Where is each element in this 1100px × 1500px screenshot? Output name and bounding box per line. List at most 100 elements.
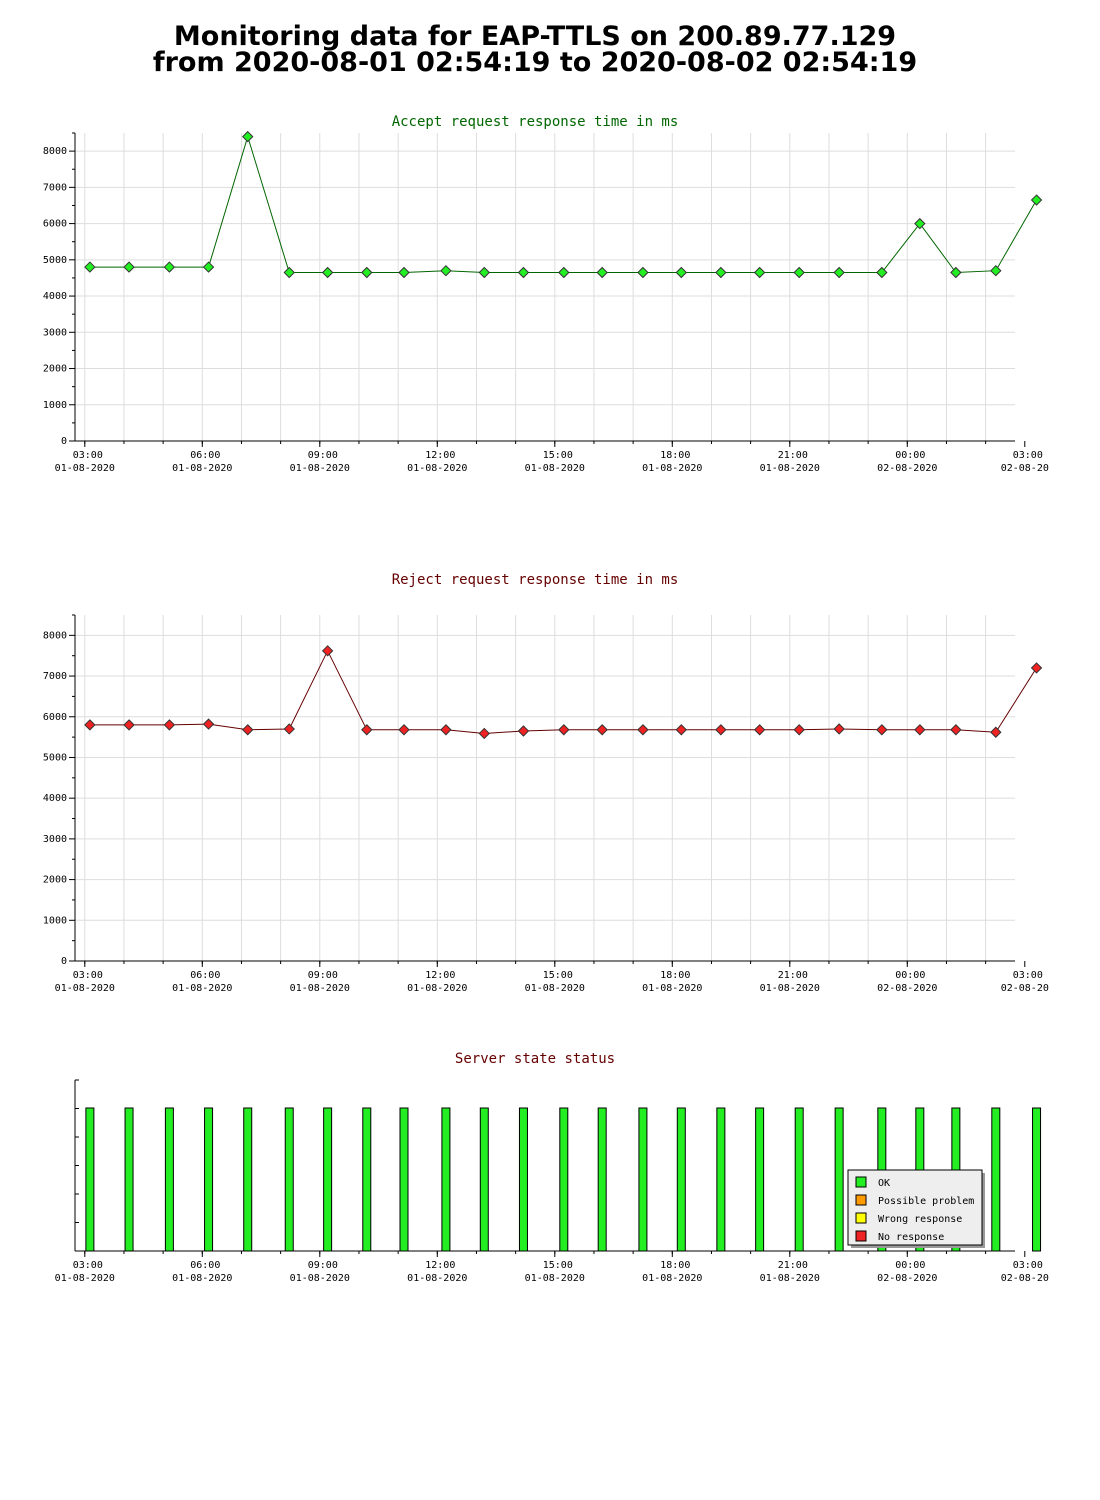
data-point [596,266,608,279]
y-tick-label: 8000 [43,630,67,641]
x-tick-label-date: 02-08-2020 [877,1273,937,1284]
x-tick-label-date: 01-08-2020 [290,463,350,474]
data-point [833,266,845,279]
x-tick-label-date: 01-08-2020 [642,463,702,474]
x-tick-label-date: 01-08-2020 [55,463,115,474]
data-point [84,719,96,731]
legend-swatch [855,1194,867,1206]
y-tick-label: 7000 [43,671,67,682]
x-tick-label-time: 15:00 [543,970,573,981]
x-tick-label-date: 01-08-2020 [407,983,467,994]
status-bar [755,1107,765,1252]
x-tick-label-date: 01-08-2020 [290,1273,350,1284]
data-point [914,724,926,736]
x-tick-label-date: 02-08-2020 [877,463,937,474]
legend-label: Possible problem [878,1196,974,1207]
y-tick-label: 5000 [43,752,67,763]
x-tick-label-date: 01-08-2020 [55,983,115,994]
legend-label: Wrong response [878,1214,962,1225]
status-bar [323,1107,333,1252]
x-tick-label-date: 02-08-20 [1001,1273,1049,1284]
data-point [242,130,254,143]
x-tick-label-time: 03:00 [73,450,103,461]
data-point [478,727,490,740]
data-point [163,261,176,273]
data-point [637,724,649,736]
data-point [753,724,766,736]
y-tick-label: 5000 [43,255,67,266]
page-title: Monitoring data for EAP-TTLS on 200.89.7… [0,21,1070,76]
x-tick-label-date: 02-08-20 [1001,463,1049,474]
x-tick-label-time: 09:00 [308,450,338,461]
x-tick-label-date: 01-08-2020 [525,463,585,474]
legend-swatch [855,1176,867,1188]
data-point [84,261,96,273]
x-tick-label-date: 02-08-2020 [877,983,937,994]
x-tick-label-time: 03:00 [1013,970,1043,981]
data-point [202,261,215,273]
data-point [321,645,334,657]
x-tick-label-date: 01-08-2020 [172,463,232,474]
x-tick-label-date: 01-08-2020 [760,983,820,994]
x-tick-label-time: 09:00 [308,1260,338,1271]
data-point [637,266,649,279]
data-point [283,266,295,279]
page-title-line-1: Monitoring data for EAP-TTLS on 200.89.7… [173,21,897,52]
x-tick-label-date: 01-08-2020 [760,1273,820,1284]
y-tick-label: 2000 [43,364,67,375]
x-tick-label-time: 18:00 [660,450,690,461]
data-point [990,264,1002,277]
status-bar [834,1107,844,1252]
x-tick-label-time: 06:00 [190,970,220,981]
server-state-status-chart: Server state status 03:00 01-08-2020 06:00 0… [55,1051,1049,1284]
status-bar [638,1107,648,1252]
x-tick-label-date: 01-08-2020 [172,1273,232,1284]
data-point [558,724,570,736]
chart-title: Accept request response time in ms [392,114,679,130]
x-tick-label-time: 21:00 [778,970,808,981]
legend-swatch [855,1230,867,1242]
data-point [950,266,962,279]
y-tick-label: 0 [61,956,67,967]
x-tick-label-time: 03:00 [73,970,103,981]
y-tick-label: 8000 [43,146,67,157]
y-tick-label: 2000 [43,875,67,886]
series-line [89,134,1037,274]
data-point [202,718,215,730]
status-bar [1032,1107,1042,1252]
status-bar [399,1107,409,1252]
data-point [753,266,766,279]
legend-box [847,1169,983,1246]
data-point [675,266,688,279]
status-bar [597,1107,607,1252]
y-tick-label: 7000 [43,182,67,193]
status-bar [716,1107,726,1252]
data-point [950,724,962,736]
data-point [715,724,727,736]
chart-title: Server state status [455,1051,615,1067]
x-tick-label-date: 01-08-2020 [172,983,232,994]
status-bar [284,1107,294,1252]
reject-response-time-chart: Reject request response time in ms 03:00 0… [43,572,1049,994]
x-tick-label-time: 12:00 [425,1260,455,1271]
y-tick-label: 6000 [43,219,67,230]
data-point [242,724,254,736]
status-bar [991,1107,1001,1252]
x-tick-label-time: 03:00 [73,1260,103,1271]
x-tick-label-time: 00:00 [895,450,925,461]
x-tick-label-date: 01-08-2020 [642,983,702,994]
x-tick-label-date: 01-08-2020 [525,1273,585,1284]
x-tick-label-time: 06:00 [190,450,220,461]
x-tick-label-date: 02-08-20 [1001,983,1049,994]
y-tick-label: 0 [61,436,67,447]
x-tick-label-time: 12:00 [425,450,455,461]
x-tick-label-time: 03:00 [1013,450,1043,461]
legend-label: OK [878,1178,890,1189]
x-tick-label-time: 00:00 [895,970,925,981]
data-point [914,217,926,230]
status-bar [676,1107,686,1252]
x-tick-label-date: 01-08-2020 [407,463,467,474]
status-bar [479,1107,489,1252]
data-point [163,719,176,731]
x-tick-label-time: 15:00 [543,450,573,461]
